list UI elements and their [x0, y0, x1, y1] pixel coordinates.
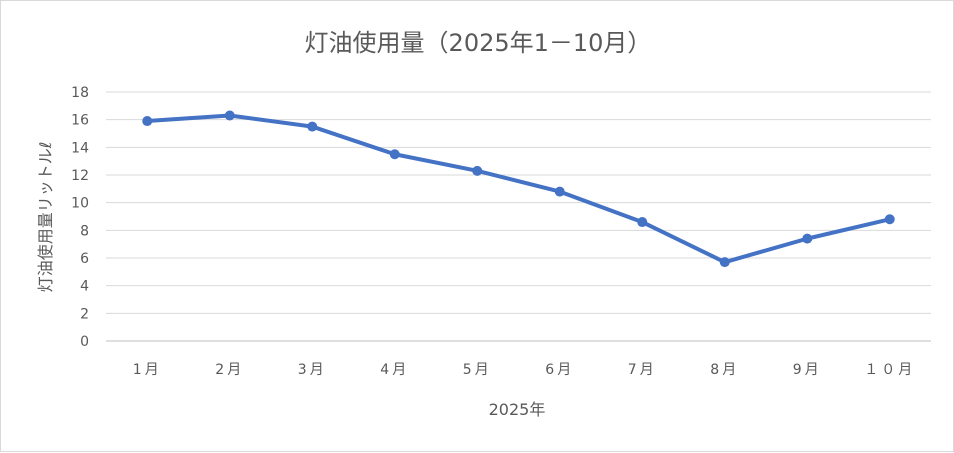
x-tick-label: 7月 [628, 362, 657, 378]
y-axis-ticks: 0 2 4 6 8 10 12 14 16 18 [71, 85, 89, 350]
gridlines [106, 91, 931, 342]
x-tick-label: 3月 [298, 362, 327, 378]
chart-title: 灯油使用量（2025年1－10月） [305, 29, 652, 57]
x-tick-label: 4月 [380, 362, 409, 378]
y-tick-label: 18 [71, 85, 89, 101]
data-point [554, 186, 565, 197]
data-point [884, 214, 895, 225]
y-tick-label: 0 [80, 334, 89, 350]
data-point [389, 149, 400, 160]
data-point [802, 233, 813, 244]
data-point [719, 257, 730, 268]
series-layer [142, 110, 895, 268]
x-tick-label: 8月 [710, 362, 739, 378]
y-tick-label: 10 [71, 196, 89, 212]
data-point [224, 110, 235, 121]
x-tick-label: 5月 [463, 362, 492, 378]
x-axis-title: 2025年 [489, 400, 546, 419]
y-tick-label: 6 [80, 251, 89, 267]
y-tick-label: 2 [80, 306, 89, 322]
x-tick-label: 1月 [133, 362, 162, 378]
y-tick-label: 14 [71, 140, 89, 156]
data-point [307, 121, 318, 132]
y-tick-label: 8 [80, 223, 89, 239]
y-tick-label: 4 [80, 279, 89, 295]
y-axis-title: 灯油使用量リットルℓ [36, 142, 55, 293]
x-axis-ticks: 1月 2月 3月 4月 5月 6月 7月 8月 9月 １０月 [133, 362, 915, 378]
x-tick-label: 2月 [215, 362, 244, 378]
y-tick-label: 16 [71, 113, 89, 129]
series-line [145, 113, 892, 265]
data-point [472, 165, 483, 176]
data-point [142, 116, 153, 127]
x-tick-label: １０月 [864, 362, 915, 378]
x-tick-label: 9月 [793, 362, 822, 378]
y-tick-label: 12 [71, 168, 89, 184]
x-tick-label: 6月 [545, 362, 574, 378]
data-point [637, 217, 648, 228]
